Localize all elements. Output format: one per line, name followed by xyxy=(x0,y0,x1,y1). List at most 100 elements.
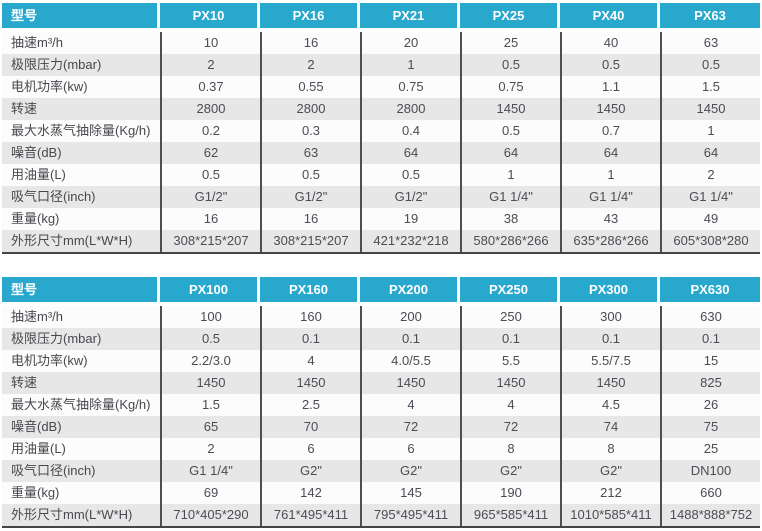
value-cell: 20 xyxy=(360,32,460,54)
value-cell: 16 xyxy=(260,32,360,54)
model-column-title: 型号 xyxy=(2,3,160,28)
table-row: 最大水蒸气抽除量(Kg/h) 1.5 2.5 4 4 4.5 26 xyxy=(2,394,760,416)
value-cell: G2" xyxy=(460,460,560,482)
model-header-px63: PX63 xyxy=(660,3,760,28)
table-body: 抽速m³/h 10 16 20 25 40 63 极限压力(mbar) 2 2 1 0.5 0.5 0.5… xyxy=(2,32,760,254)
value-cell: 2800 xyxy=(260,98,360,120)
table-row: 抽速m³/h 100 160 200 250 300 630 xyxy=(2,306,760,328)
value-cell: 0.5 xyxy=(460,54,560,76)
value-cell: 4 xyxy=(460,394,560,416)
value-cell: 142 xyxy=(260,482,360,504)
table-row: 转速 2800 2800 2800 1450 1450 1450 xyxy=(2,98,760,120)
value-cell: 1450 xyxy=(460,372,560,394)
value-cell: 64 xyxy=(360,142,460,164)
value-cell: 40 xyxy=(560,32,660,54)
value-cell: 25 xyxy=(660,438,760,460)
table-row: 外形尺寸mm(L*W*H) 308*215*207 308*215*207 421*2… xyxy=(2,230,760,252)
value-cell: 1010*585*411 xyxy=(560,504,660,526)
value-cell: 1450 xyxy=(160,372,260,394)
value-cell: 1450 xyxy=(460,98,560,120)
value-cell: 1.5 xyxy=(660,76,760,98)
value-cell: 2.5 xyxy=(260,394,360,416)
value-cell: G1 1/4" xyxy=(160,460,260,482)
value-cell: 0.4 xyxy=(360,120,460,142)
table-header-row: 型号 PX10 PX16 PX21 PX25 PX40 PX63 xyxy=(2,3,760,28)
value-cell: 1488*888*752 xyxy=(660,504,760,526)
value-cell: 8 xyxy=(460,438,560,460)
value-cell: 65 xyxy=(160,416,260,438)
row-label: 极限压力(mbar) xyxy=(11,57,102,72)
value-cell: 0.3 xyxy=(260,120,360,142)
value-cell: 0.37 xyxy=(160,76,260,98)
row-label: 电机功率(kw) xyxy=(11,353,88,368)
value-cell: G1 1/4" xyxy=(460,186,560,208)
row-label: 外形尺寸mm(L*W*H) xyxy=(11,507,133,522)
table-row: 噪音(dB) 65 70 72 72 74 75 xyxy=(2,416,760,438)
table-row: 吸气口径(inch) G1/2" G1/2" G1/2" G1 1/4" G1 1/4" G… xyxy=(2,186,760,208)
value-cell: G1 1/4" xyxy=(560,186,660,208)
value-cell: 2 xyxy=(160,438,260,460)
value-cell: 1450 xyxy=(260,372,360,394)
row-label: 用油量(L) xyxy=(11,441,66,456)
value-cell: 0.5 xyxy=(360,164,460,186)
value-cell: 300 xyxy=(560,306,660,328)
value-cell: 0.5 xyxy=(660,54,760,76)
row-label: 重量(kg) xyxy=(11,485,60,500)
value-cell: 2 xyxy=(260,54,360,76)
model-header-px630: PX630 xyxy=(660,277,760,302)
value-cell: 19 xyxy=(360,208,460,230)
value-cell: 1450 xyxy=(360,372,460,394)
value-cell: 710*405*290 xyxy=(160,504,260,526)
value-cell: 16 xyxy=(260,208,360,230)
row-label: 最大水蒸气抽除量(Kg/h) xyxy=(11,397,151,412)
value-cell: 630 xyxy=(660,306,760,328)
row-label: 转速 xyxy=(11,101,38,116)
model-header-px10: PX10 xyxy=(160,3,260,28)
value-cell: 64 xyxy=(660,142,760,164)
model-header-px250: PX250 xyxy=(460,277,560,302)
table-row: 重量(kg) 16 16 19 38 43 49 xyxy=(2,208,760,230)
value-cell: DN100 xyxy=(660,460,760,482)
table-row: 极限压力(mbar) 2 2 1 0.5 0.5 0.5 xyxy=(2,54,760,76)
value-cell: 6 xyxy=(260,438,360,460)
value-cell: 212 xyxy=(560,482,660,504)
model-header-px16: PX16 xyxy=(260,3,360,28)
value-cell: 64 xyxy=(460,142,560,164)
table-row: 重量(kg) 69 142 145 190 212 660 xyxy=(2,482,760,504)
model-header-px25: PX25 xyxy=(460,3,560,28)
row-label: 用油量(L) xyxy=(11,167,66,182)
value-cell: 1450 xyxy=(660,98,760,120)
row-label: 抽速m³/h xyxy=(11,309,64,324)
value-cell: 0.1 xyxy=(660,328,760,350)
value-cell: 26 xyxy=(660,394,760,416)
value-cell: 4.5 xyxy=(560,394,660,416)
value-cell: G1/2" xyxy=(360,186,460,208)
value-cell: 605*308*280 xyxy=(660,230,760,252)
model-header-px21: PX21 xyxy=(360,3,460,28)
value-cell: 0.5 xyxy=(460,120,560,142)
value-cell: 75 xyxy=(660,416,760,438)
value-cell: 1 xyxy=(360,54,460,76)
value-cell: 8 xyxy=(560,438,660,460)
value-cell: 0.1 xyxy=(460,328,560,350)
row-label: 外形尺寸mm(L*W*H) xyxy=(11,233,133,248)
value-cell: 1 xyxy=(660,120,760,142)
value-cell: 0.75 xyxy=(460,76,560,98)
value-cell: 63 xyxy=(660,32,760,54)
spec-table-2: 型号 PX100 PX160 PX200 PX250 PX300 PX630 抽速m³/h 10… xyxy=(2,277,760,528)
value-cell: 421*232*218 xyxy=(360,230,460,252)
value-cell: 1.5 xyxy=(160,394,260,416)
value-cell: 6 xyxy=(360,438,460,460)
value-cell: 2 xyxy=(660,164,760,186)
value-cell: 1450 xyxy=(560,98,660,120)
value-cell: 4 xyxy=(360,394,460,416)
value-cell: G1/2" xyxy=(260,186,360,208)
value-cell: 4.0/5.5 xyxy=(360,350,460,372)
value-cell: 38 xyxy=(460,208,560,230)
value-cell: G2" xyxy=(260,460,360,482)
row-label: 吸气口径(inch) xyxy=(11,189,96,204)
value-cell: 72 xyxy=(360,416,460,438)
row-label: 转速 xyxy=(11,375,38,390)
row-label: 极限压力(mbar) xyxy=(11,331,102,346)
